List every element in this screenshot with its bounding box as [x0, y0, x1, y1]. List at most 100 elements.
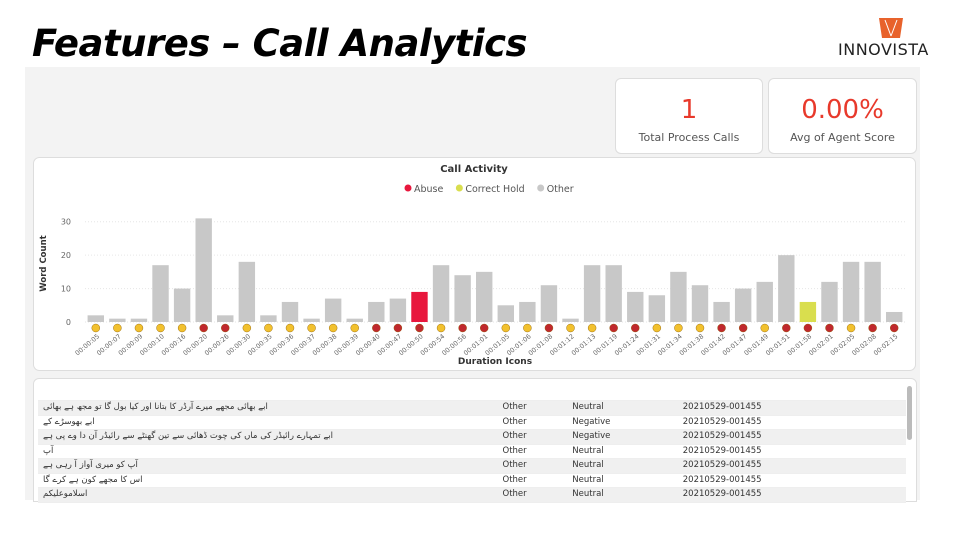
- table-cell: Neutral: [572, 460, 604, 470]
- sentiment-icon: [501, 323, 510, 333]
- bar: [195, 218, 212, 322]
- scrollbar: [907, 386, 912, 440]
- table-row: اسلاموعلیکم Other Neutral 20210529-001455: [38, 488, 906, 503]
- table-cell: Other: [502, 431, 527, 441]
- sentiment-icon: [825, 323, 834, 333]
- table-cell: Neutral: [572, 489, 604, 499]
- sentiment-icon: [760, 323, 769, 333]
- bar: [583, 265, 601, 322]
- legend-swatch: [455, 184, 463, 192]
- bar: [886, 311, 903, 322]
- legend-label: Correct Hold: [465, 184, 524, 195]
- sentiment-icon: [480, 323, 489, 333]
- sentiment-icon: [393, 323, 403, 333]
- table-cell: Negative: [572, 416, 611, 427]
- bar: [519, 301, 536, 322]
- sentiment-icon: [631, 323, 640, 333]
- bar: [303, 318, 320, 322]
- bar: [821, 281, 838, 322]
- sentiment-icon: [717, 323, 726, 333]
- table-cell: 20210529-001455: [682, 416, 762, 427]
- table-cell: 20210529-001455: [682, 489, 762, 499]
- sentiment-icon: [890, 323, 899, 333]
- bar: [497, 305, 514, 322]
- sentiment-icon: [372, 323, 381, 333]
- bar: [670, 271, 687, 322]
- logo-text: INNOVISTA: [838, 40, 929, 59]
- sentiment-icon: [587, 323, 597, 333]
- table-header: Transcription Intents Sentiment File Name: [38, 384, 906, 401]
- legend-swatch: [404, 184, 412, 192]
- table-row: ابے بھوسڑے کے Other Negative 20210529-00145…: [38, 415, 906, 430]
- table-cell: 20210529-001455: [682, 431, 762, 441]
- table-row: ابے تمہارے رائیڈر کی ماں کی چوت ڈھائی سے…: [38, 430, 906, 445]
- table-cell: Other: [502, 402, 527, 412]
- bar: [799, 301, 817, 322]
- bar: [346, 318, 363, 322]
- kpi-card: 1 Total Process Calls: [615, 78, 763, 154]
- bar: [238, 261, 256, 322]
- sentiment-icon: [221, 323, 230, 333]
- sentiment-icon: [652, 323, 662, 333]
- sentiment-icon: [350, 323, 359, 333]
- kpi-card: 0.00% Avg of Agent Score: [768, 78, 917, 154]
- table-cell: ابے بھوسڑے کے: [43, 416, 95, 427]
- column-header: Transcription: [43, 387, 101, 397]
- legend-label: Abuse: [414, 184, 443, 195]
- sentiment-icon: [458, 323, 467, 333]
- table-cell: 20210529-001455: [682, 402, 762, 412]
- kpi-value: 0.00%: [801, 95, 884, 125]
- sentiment-icon: [609, 323, 618, 333]
- table-cell: 20210529-001455: [682, 474, 762, 485]
- table-cell: آپ کو میری آواز آ رہی ہے: [43, 460, 138, 470]
- table-row: آپ کو میری آواز آ رہی ہے Other Neutral 2021…: [38, 459, 906, 474]
- bar: [368, 301, 385, 322]
- table-cell: Neutral: [572, 445, 604, 456]
- bar: [152, 265, 169, 322]
- x-axis-label: Duration Icons: [458, 357, 532, 367]
- bar: [691, 285, 709, 322]
- table-cell: Other: [502, 445, 527, 456]
- chart: Call Activity Abuse Correct Hold Other Word …: [33, 157, 916, 371]
- bar: [87, 315, 104, 322]
- bar: [281, 301, 299, 322]
- y-tick-label: 0: [66, 318, 71, 327]
- table-cell: 20210529-001455: [682, 445, 762, 456]
- sentiment-icon: [695, 323, 705, 333]
- sentiment-icon: [177, 323, 187, 333]
- column-header: Sentiment: [605, 387, 652, 397]
- kpi-label: Total Process Calls: [638, 131, 740, 144]
- table-cell: ابے تمہارے رائیڈر کی ماں کی چوت ڈھائی سے…: [43, 431, 334, 441]
- bar: [130, 318, 148, 322]
- bar: [324, 298, 342, 322]
- y-tick-label: 10: [61, 285, 71, 294]
- legend-swatch: [537, 184, 545, 192]
- bar: [864, 261, 881, 322]
- table-row: اس کا مجھے کون ہے کرے گا Other Neutral 2021…: [38, 473, 906, 488]
- bar: [540, 285, 558, 322]
- sentiment-icon: [328, 323, 338, 333]
- table-cell: Other: [502, 489, 527, 499]
- sentiment-icon: [156, 323, 165, 333]
- sentiment-icon: [285, 323, 295, 333]
- sentiment-icon: [113, 323, 122, 333]
- sentiment-icon: [264, 323, 273, 333]
- chart-title: Call Activity: [440, 164, 508, 175]
- table-cell: 20210529-001455: [682, 460, 762, 470]
- kpi-value: 1: [680, 95, 698, 125]
- table-cell: آپ: [43, 445, 54, 456]
- sentiment-icon: [134, 323, 144, 333]
- sentiment-icon: [307, 323, 316, 333]
- table-cell: Neutral: [572, 474, 604, 485]
- sentiment-icon: [566, 323, 575, 333]
- bar: [476, 271, 493, 322]
- bar: [432, 265, 450, 322]
- table-row: آپ Other Neutral 20210529-001455: [38, 444, 906, 459]
- bar: [627, 291, 644, 322]
- logo-icon: [879, 18, 903, 38]
- table-row: ابے بھائی مجھے میرے آرڈر کا بتانا اور کی…: [38, 401, 906, 416]
- bar: [734, 288, 752, 322]
- sentiment-icon: [803, 323, 813, 333]
- sentiment-icon: [415, 323, 424, 333]
